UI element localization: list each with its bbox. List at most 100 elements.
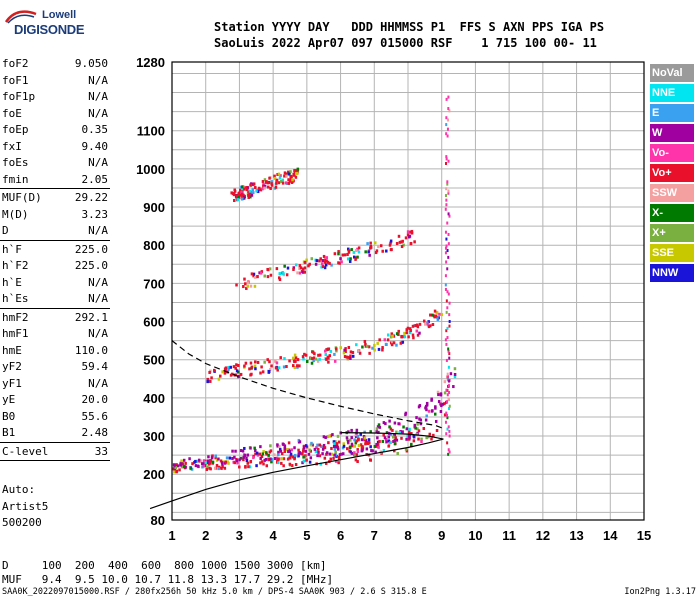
echo-point xyxy=(337,440,341,444)
param-key: foF1 xyxy=(2,73,29,87)
echo-point xyxy=(195,459,199,463)
echo-point xyxy=(243,195,246,199)
echo-point xyxy=(400,334,403,338)
echo-point xyxy=(445,237,448,241)
echo-point xyxy=(234,366,237,370)
echo-point xyxy=(206,380,209,384)
echo-point xyxy=(400,436,403,440)
echo-point xyxy=(269,444,272,448)
echo-point xyxy=(437,400,441,404)
echo-point xyxy=(289,177,293,181)
echo-point xyxy=(217,467,220,471)
echo-point xyxy=(323,446,327,450)
echo-point xyxy=(249,446,252,450)
echo-point xyxy=(320,265,323,269)
param-value: 2.48 xyxy=(81,426,109,439)
param-value: 110.0 xyxy=(74,343,108,357)
x-tick-label: 14 xyxy=(603,528,618,543)
echo-point xyxy=(401,340,405,344)
echo-point xyxy=(404,236,408,240)
y-tick-label: 900 xyxy=(143,200,165,215)
echo-point xyxy=(183,464,186,468)
echo-point xyxy=(252,456,255,460)
echo-point xyxy=(433,412,437,416)
echo-point xyxy=(228,456,232,460)
param-row: h`E N/A xyxy=(0,275,110,292)
param-key: C-level xyxy=(2,444,49,458)
echo-point xyxy=(256,453,260,457)
echo-point xyxy=(415,323,419,327)
echo-point xyxy=(446,127,449,131)
echo-point xyxy=(448,450,451,454)
echo-point xyxy=(261,180,265,184)
echo-point xyxy=(346,439,350,443)
echo-point xyxy=(325,452,328,456)
echo-point xyxy=(350,436,353,440)
echo-point xyxy=(270,183,274,187)
echo-point xyxy=(427,325,431,329)
echo-point xyxy=(330,452,333,456)
echo-point xyxy=(453,375,457,379)
echo-point xyxy=(246,453,250,457)
echo-point xyxy=(266,267,269,271)
echo-point xyxy=(278,176,282,180)
echo-point xyxy=(447,212,450,216)
echo-point xyxy=(346,438,349,442)
echo-point xyxy=(262,182,265,186)
echo-point xyxy=(213,368,216,372)
param-value: N/A xyxy=(88,73,108,87)
echo-point xyxy=(280,461,283,465)
echo-point xyxy=(445,155,448,159)
echo-point xyxy=(447,189,450,193)
echo-point xyxy=(231,456,234,460)
param-value: N/A xyxy=(88,292,108,305)
echo-point xyxy=(448,214,451,218)
param-row: hmF2 292.1 xyxy=(0,310,110,327)
echo-point xyxy=(447,398,451,402)
echo-point xyxy=(426,322,429,326)
echo-point xyxy=(334,450,337,454)
echo-point xyxy=(309,443,313,447)
echo-point xyxy=(293,353,297,357)
echo-point xyxy=(341,446,345,450)
echo-point xyxy=(390,332,394,336)
echo-point xyxy=(446,441,449,445)
echo-point xyxy=(296,167,300,171)
echo-point xyxy=(422,426,426,430)
echo-point xyxy=(263,184,267,188)
echo-point xyxy=(338,453,342,457)
echo-point xyxy=(249,284,253,288)
echo-point xyxy=(270,364,273,368)
echo-point xyxy=(373,444,377,448)
echo-point xyxy=(262,184,265,188)
echo-point xyxy=(357,444,361,448)
echo-point xyxy=(225,456,229,460)
echo-point xyxy=(446,134,449,138)
echo-point xyxy=(373,348,376,352)
echo-point xyxy=(410,442,413,446)
echo-point xyxy=(382,448,386,452)
echo-point xyxy=(266,275,270,279)
param-key: yE xyxy=(2,393,16,406)
echo-point xyxy=(432,433,435,437)
param-row: foF1p N/A xyxy=(0,89,110,106)
param-value: 0.35 xyxy=(81,123,109,136)
y-tick-label: 600 xyxy=(143,315,165,330)
echo-point xyxy=(402,425,405,429)
echo-point xyxy=(353,255,356,259)
echo-point xyxy=(294,463,298,467)
echo-point xyxy=(410,432,413,436)
echo-point xyxy=(220,461,224,465)
echo-point xyxy=(422,319,426,323)
echo-point xyxy=(281,178,285,182)
echo-point xyxy=(361,448,364,452)
param-row: yE 20.0 xyxy=(0,392,110,409)
echo-point xyxy=(222,460,225,464)
echo-point xyxy=(424,322,427,326)
echo-point xyxy=(252,182,256,186)
echo-point xyxy=(285,174,288,178)
echo-point xyxy=(332,456,335,460)
echo-point xyxy=(293,171,297,175)
echo-point xyxy=(405,449,409,453)
echo-point xyxy=(374,251,378,255)
